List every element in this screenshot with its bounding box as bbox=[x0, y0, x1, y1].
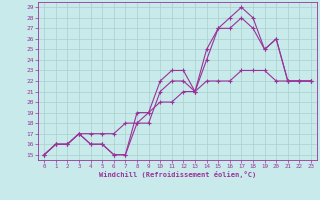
X-axis label: Windchill (Refroidissement éolien,°C): Windchill (Refroidissement éolien,°C) bbox=[99, 171, 256, 178]
